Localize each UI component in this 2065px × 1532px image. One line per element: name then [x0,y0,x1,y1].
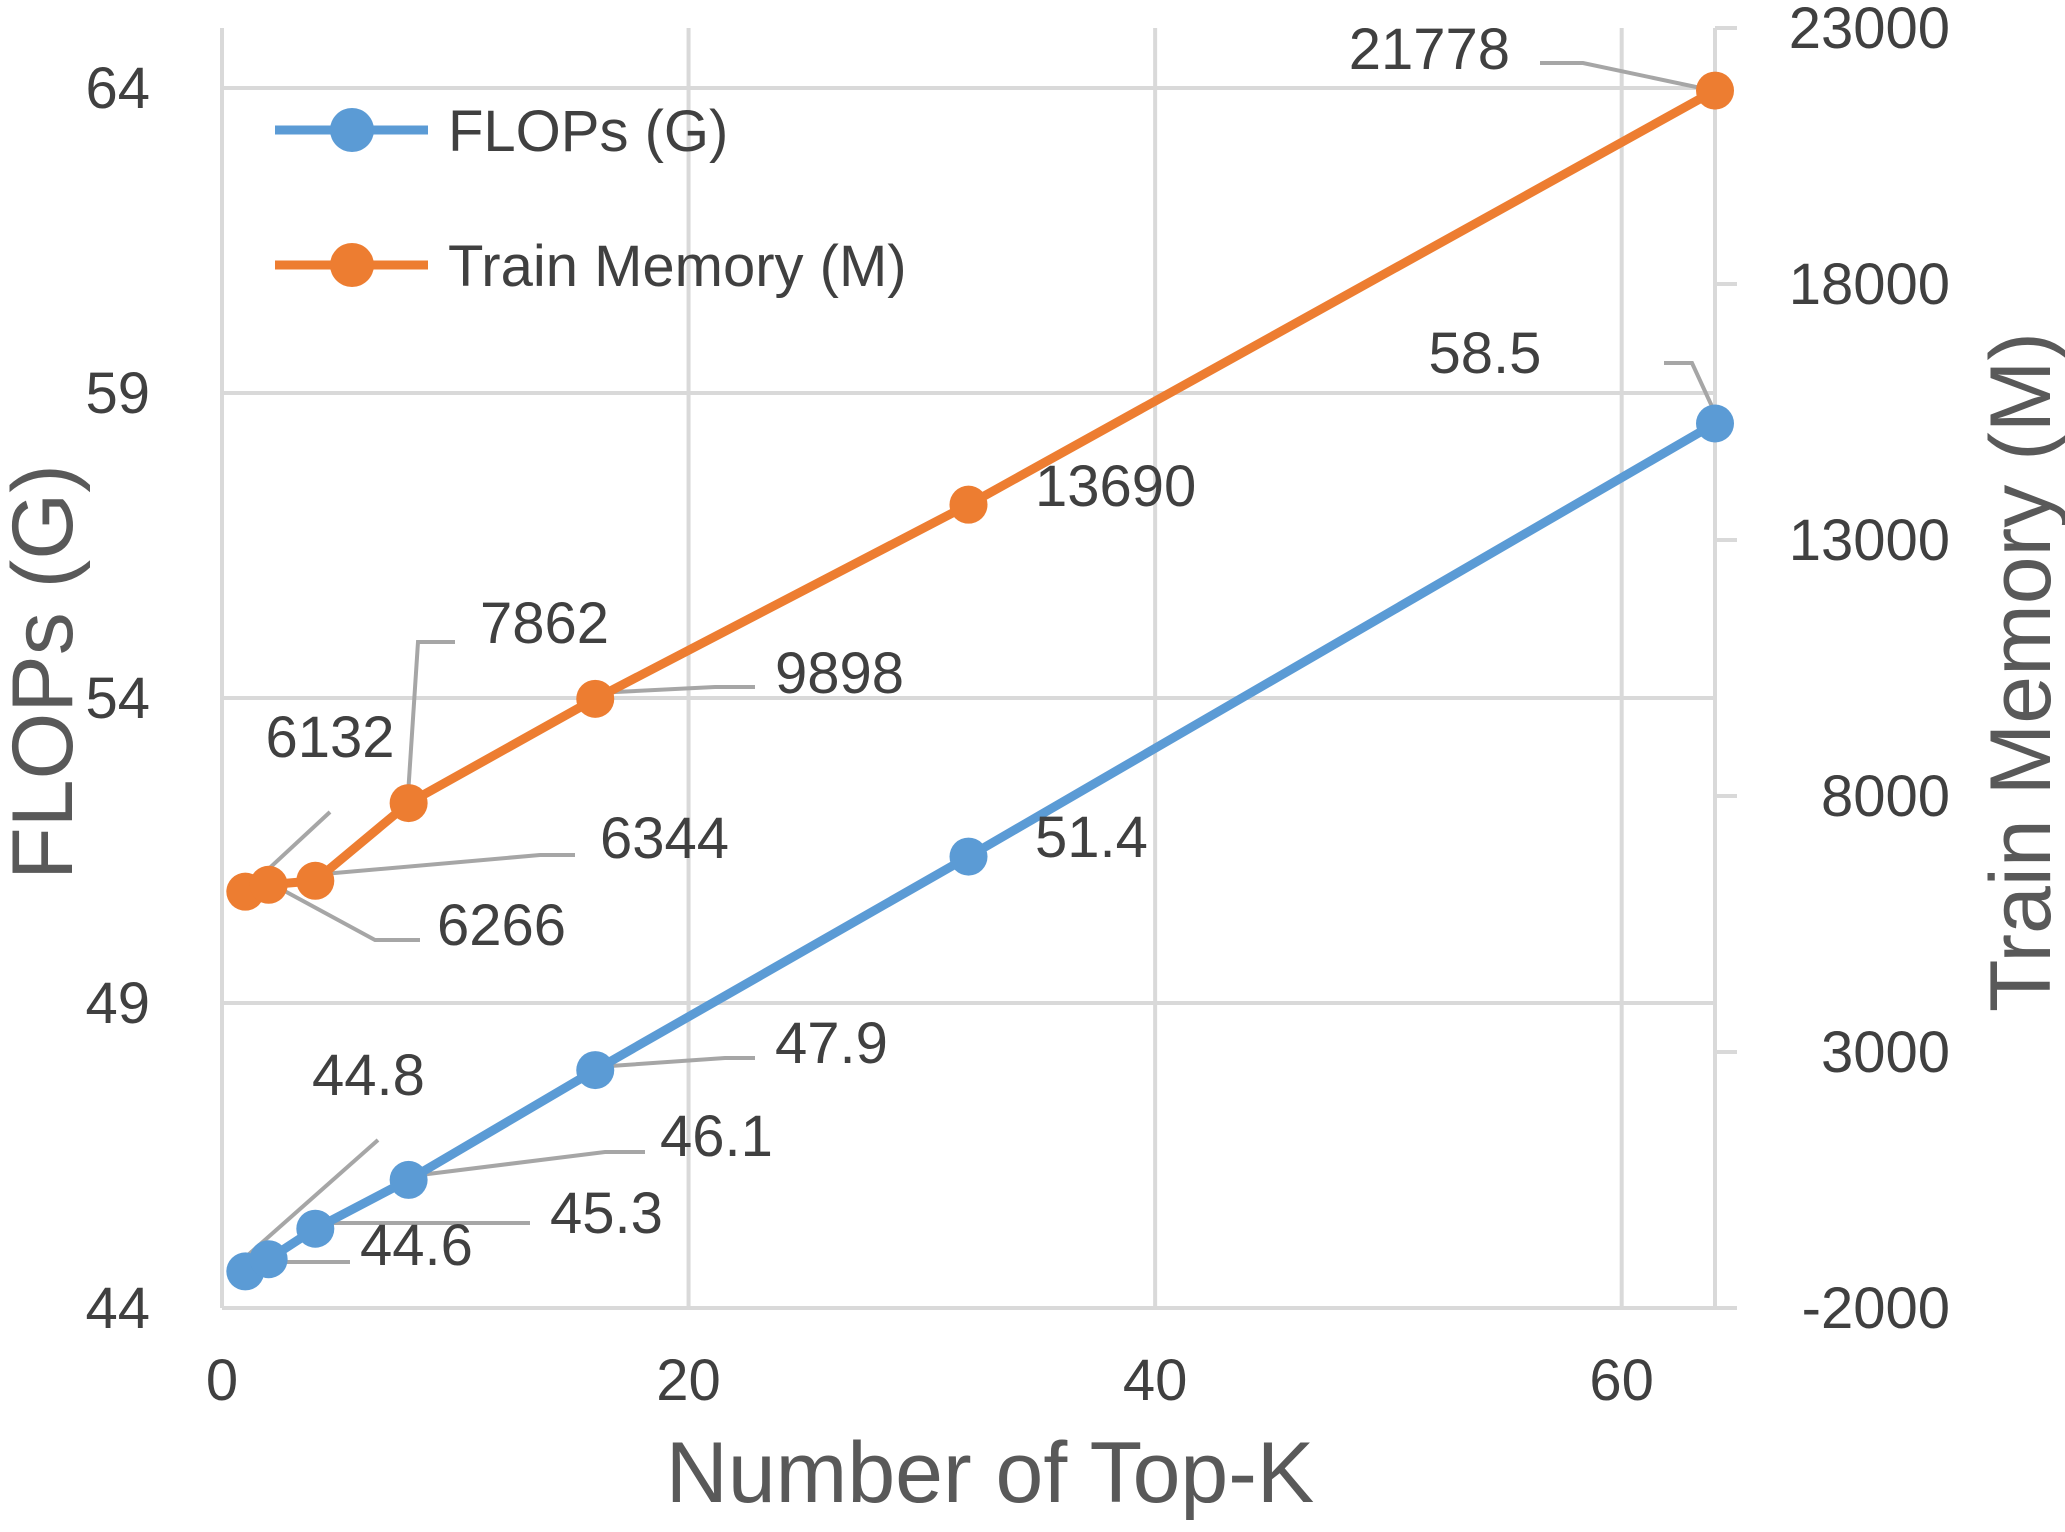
data-point [249,1240,288,1279]
gridlines [222,28,1715,1308]
data-label: 6132 [265,705,394,770]
y-left-tick-label: 44 [85,1276,150,1341]
y-axis-right-title: Train Memory (M) [1973,332,2065,1012]
data-point [296,1209,335,1248]
legend-marker [330,243,374,287]
data-point [249,865,288,904]
data-label: 21778 [1349,17,1510,82]
data-label: 44.8 [312,1043,425,1108]
y-right-tick-label: 3000 [1821,1020,1950,1085]
leader-line [595,685,755,695]
leader-line [595,1056,755,1069]
data-label: 6344 [600,806,729,871]
data-point [949,837,988,876]
leader-line [267,880,420,942]
y-right-tick-label: -2000 [1802,1276,1950,1341]
data-label: 51.4 [1035,805,1148,870]
leader-line [246,1138,380,1257]
legend-marker [330,108,374,152]
y-right-tick-label: 8000 [1821,764,1950,829]
x-axis-title: Number of Top-K [666,1425,1315,1521]
x-tick-label: 40 [1123,1348,1188,1413]
data-point [389,784,428,823]
leader-line [1540,61,1716,93]
leader-line [411,1150,645,1178]
x-tick-label: 20 [656,1348,721,1413]
y-left-tick-label: 54 [85,666,150,731]
data-point [296,861,335,900]
data-label: 13690 [1035,454,1196,519]
y-right-tick-label: 23000 [1789,0,1950,61]
y-right-tick-label: 18000 [1789,252,1950,317]
data-label: 45.3 [550,1181,663,1246]
data-label: 7862 [480,591,609,656]
data-label: 46.1 [660,1104,773,1169]
data-labels: 44.6 44.8 45.3 46.147.9 51.4 58.5 6132 6266 6344… [265,17,1541,1278]
legend-label: Train Memory (M) [448,234,907,299]
x-tick-label: 0 [206,1348,238,1413]
data-point [576,1051,615,1090]
y-axis-left-title: FLOPs (G) [0,464,91,880]
y-left-tick-label: 64 [85,56,150,121]
y-left-tick-label: 49 [85,971,150,1036]
legend-label: FLOPs (G) [448,99,728,164]
data-point [949,485,988,524]
series-lines [226,71,1734,1291]
leader-line [406,640,455,796]
legend: FLOPs (G) Train Memory (M) [275,99,907,299]
leader-line [1664,361,1717,414]
leader-line [311,853,575,877]
axes: 0 20 40 60 44 49 54 59 64 -2000 3000 8000 13000 18000… [85,0,1950,1413]
data-point [1696,404,1734,443]
data-point [1696,71,1734,110]
data-label: 44.6 [360,1213,473,1278]
y-right-tick-label: 13000 [1789,508,1950,573]
data-point [389,1160,428,1199]
data-label: 47.9 [775,1011,888,1076]
data-point [576,679,615,718]
x-tick-label: 60 [1589,1348,1654,1413]
y-left-tick-label: 59 [85,361,150,426]
data-label: 58.5 [1429,321,1542,386]
data-label: 9898 [775,641,904,706]
data-label: 6266 [437,893,566,958]
